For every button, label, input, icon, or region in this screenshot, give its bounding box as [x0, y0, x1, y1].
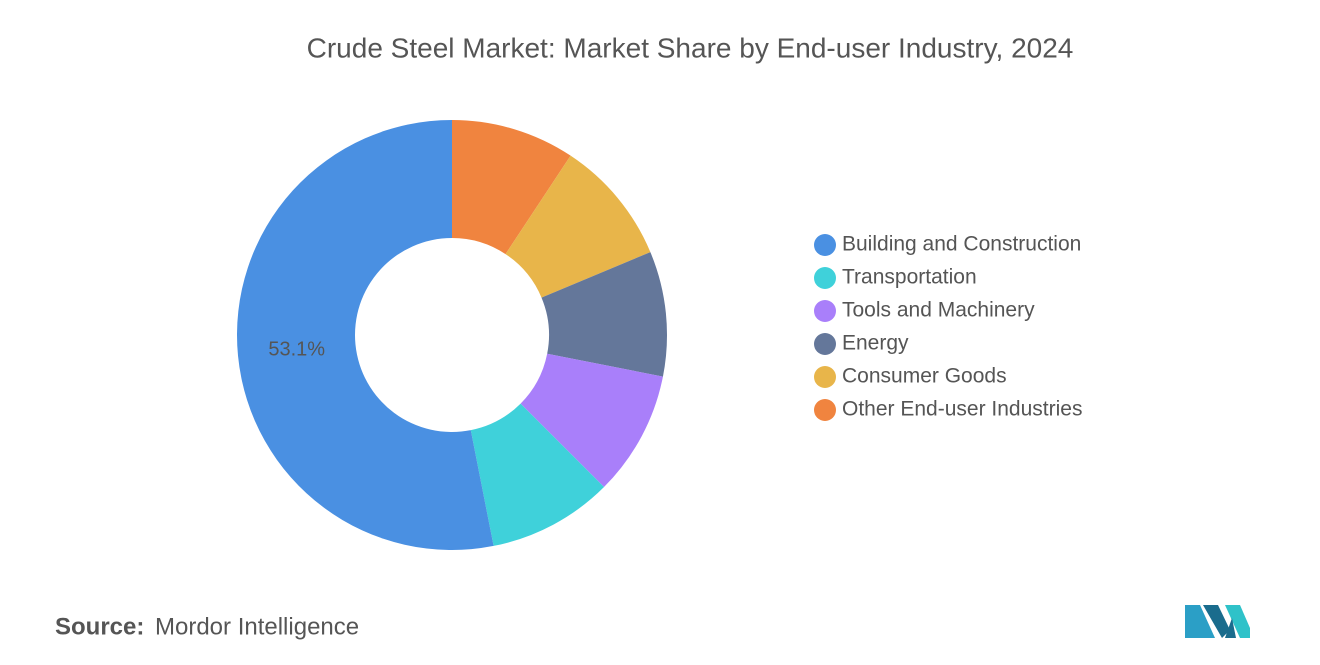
source-label: Source:: [55, 613, 144, 640]
slice: [520, 353, 663, 488]
slice: [505, 155, 651, 298]
legend-label: Tools and Machinery: [842, 299, 1035, 322]
slice: [236, 120, 494, 551]
slice: [452, 120, 571, 255]
legend: Building and Construction Transportation T…: [814, 233, 1082, 421]
legend-swatch: [814, 234, 836, 256]
data-label: 53.1%: [268, 338, 325, 360]
legend-swatch: [814, 267, 836, 289]
slice: [541, 252, 667, 377]
logo: [1185, 605, 1250, 638]
legend-label: Building and Construction: [842, 233, 1081, 256]
legend-label: Other End-user Industries: [842, 398, 1082, 421]
slice: [470, 403, 605, 546]
legend-label: Consumer Goods: [842, 365, 1007, 388]
legend-label: Transportation: [842, 266, 977, 289]
donut: 53.1%: [236, 120, 667, 551]
chart-title: Crude Steel Market: Market Share by End-…: [307, 32, 1074, 63]
source: Mordor Intelligence: [155, 613, 359, 640]
legend-label: Energy: [842, 332, 909, 355]
legend-swatch: [814, 366, 836, 388]
legend-swatch: [814, 399, 836, 421]
legend-swatch: [814, 300, 836, 322]
legend-swatch: [814, 333, 836, 355]
